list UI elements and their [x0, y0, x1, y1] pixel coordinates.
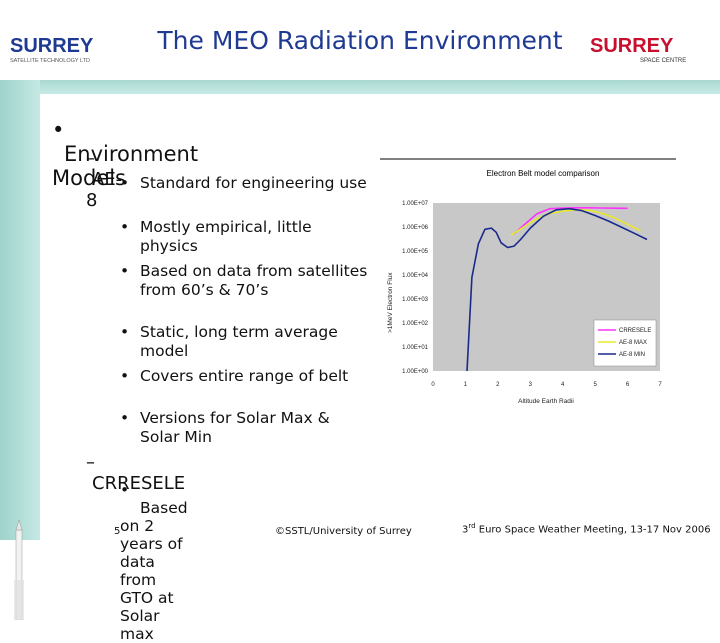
page-title: The MEO Radiation Environment [157, 26, 563, 55]
list-item-text: Mostly empirical, little physics [140, 218, 312, 255]
footer-event: 3rd Euro Space Weather Meeting, 13-17 No… [462, 522, 711, 535]
bullet-dot: • [120, 174, 130, 192]
bullet-dot: • [120, 481, 130, 499]
left-sidebar-decoration [0, 80, 40, 620]
y-tick-label: 1.00E+05 [402, 249, 429, 255]
sub-bullet-crresele: – CRRESELE [86, 452, 185, 494]
list-item-text: Covers entire range of belt [140, 367, 349, 385]
x-tick-label: 4 [561, 382, 565, 388]
x-tick-label: 6 [626, 382, 630, 388]
list-item-text: Versions for Solar Max & Solar Min [140, 409, 330, 446]
list-item: • Based on data from satellites from 60’… [120, 262, 370, 300]
list-item: • Covers entire range of belt [120, 367, 370, 386]
x-tick-label: 3 [529, 382, 533, 388]
y-axis-ticks: 1.00E+00 1.00E+01 1.00E+02 1.00E+03 1.00E+04… [402, 201, 429, 375]
electron-belt-chart: Electron Belt model comparison 1.00E+001… [380, 158, 676, 405]
x-tick-label: 1 [464, 382, 468, 388]
dash-marker: – [86, 148, 95, 169]
slide-header: SURREY SATELLITE TECHNOLOGY LTD The MEO … [0, 0, 720, 78]
bullet-dot: • [120, 262, 130, 280]
x-tick-label: 2 [496, 382, 500, 388]
list-item: • Based on 2 years of data from GTO at S… [120, 481, 188, 643]
bullet-environment-models: • Environment Models [52, 118, 198, 190]
sub-bullet-label: CRRESELE [92, 473, 186, 494]
x-axis-ticks: 0 1 2 3 4 5 6 7 [431, 382, 662, 388]
x-axis-label: Altitude Earth Radii [518, 398, 574, 405]
dash-marker: – [86, 452, 95, 473]
y-tick-label: 1.00E+03 [402, 297, 429, 303]
x-tick-label: 5 [593, 382, 597, 388]
list-item: • Static, long term average model [120, 323, 370, 361]
sub-bullet-ae8: – AE-8 [86, 148, 122, 211]
chart-legend: CRRESELE AE-8 MAX AE-8 MIN [593, 319, 657, 367]
series-line-crresele [513, 206, 628, 235]
y-tick-label: 1.00E+00 [402, 369, 429, 375]
footer-event-sup: rd [468, 522, 476, 530]
legend-label: CRRESELE [619, 328, 651, 334]
x-tick-label: 7 [658, 382, 662, 388]
y-tick-label: 1.00E+07 [402, 201, 429, 207]
logo-left-sub: SATELLITE TECHNOLOGY LTD [10, 58, 90, 64]
list-item-text: Static, long term average model [140, 323, 338, 360]
bullet-dot: • [52, 118, 65, 142]
bullet-dot: • [120, 367, 130, 385]
series-line-ae-8-min [466, 207, 648, 372]
bullet-dot: • [120, 218, 130, 236]
rocket-icon [14, 520, 24, 620]
list-item: • Versions for Solar Max & Solar Min [120, 409, 370, 447]
bullet-dot: • [120, 323, 130, 341]
y-tick-label: 1.00E+01 [402, 345, 429, 351]
list-item-text: Based on data from satellites from 60’s … [140, 262, 368, 299]
list-item-text: Based on 2 years of data from GTO at Sol… [120, 499, 188, 643]
chart-title: Electron Belt model comparison [487, 169, 600, 178]
legend-label: AE-8 MAX [619, 340, 647, 346]
y-tick-label: 1.00E+02 [402, 321, 429, 327]
surrey-space-centre-logo: SURREY SPACE CENTRE [590, 35, 686, 64]
y-tick-label: 1.00E+04 [402, 273, 429, 279]
header-band [0, 80, 720, 94]
list-item: • Standard for engineering use [120, 174, 370, 193]
list-item-text: Standard for engineering use [140, 174, 367, 192]
y-tick-label: 1.00E+06 [402, 225, 429, 231]
footer-copyright: ©SSTL/University of Surrey [275, 526, 412, 537]
surrey-satellite-logo: SURREY SATELLITE TECHNOLOGY LTD [10, 35, 94, 64]
bullet-label: Environment Models [52, 142, 199, 190]
page-number: 5 [114, 526, 121, 537]
logo-left-text: SURREY [10, 35, 94, 57]
list-item: • Mostly empirical, little physics [120, 218, 370, 256]
legend-box [593, 319, 657, 367]
logo-right-text: SURREY [590, 35, 674, 57]
series-lines [466, 206, 648, 372]
bullet-dot: • [120, 409, 130, 427]
footer-event-post: Euro Space Weather Meeting, 13-17 Nov 20… [475, 524, 711, 536]
sub-bullet-label: AE-8 [86, 169, 123, 211]
footer-event-pre: 3 [462, 524, 469, 536]
logo-right-sub: SPACE CENTRE [640, 58, 686, 64]
legend-label: AE-8 MIN [619, 352, 645, 358]
y-axis-label: >1MeV Electron Flux [387, 272, 394, 333]
x-tick-label: 0 [431, 382, 435, 388]
